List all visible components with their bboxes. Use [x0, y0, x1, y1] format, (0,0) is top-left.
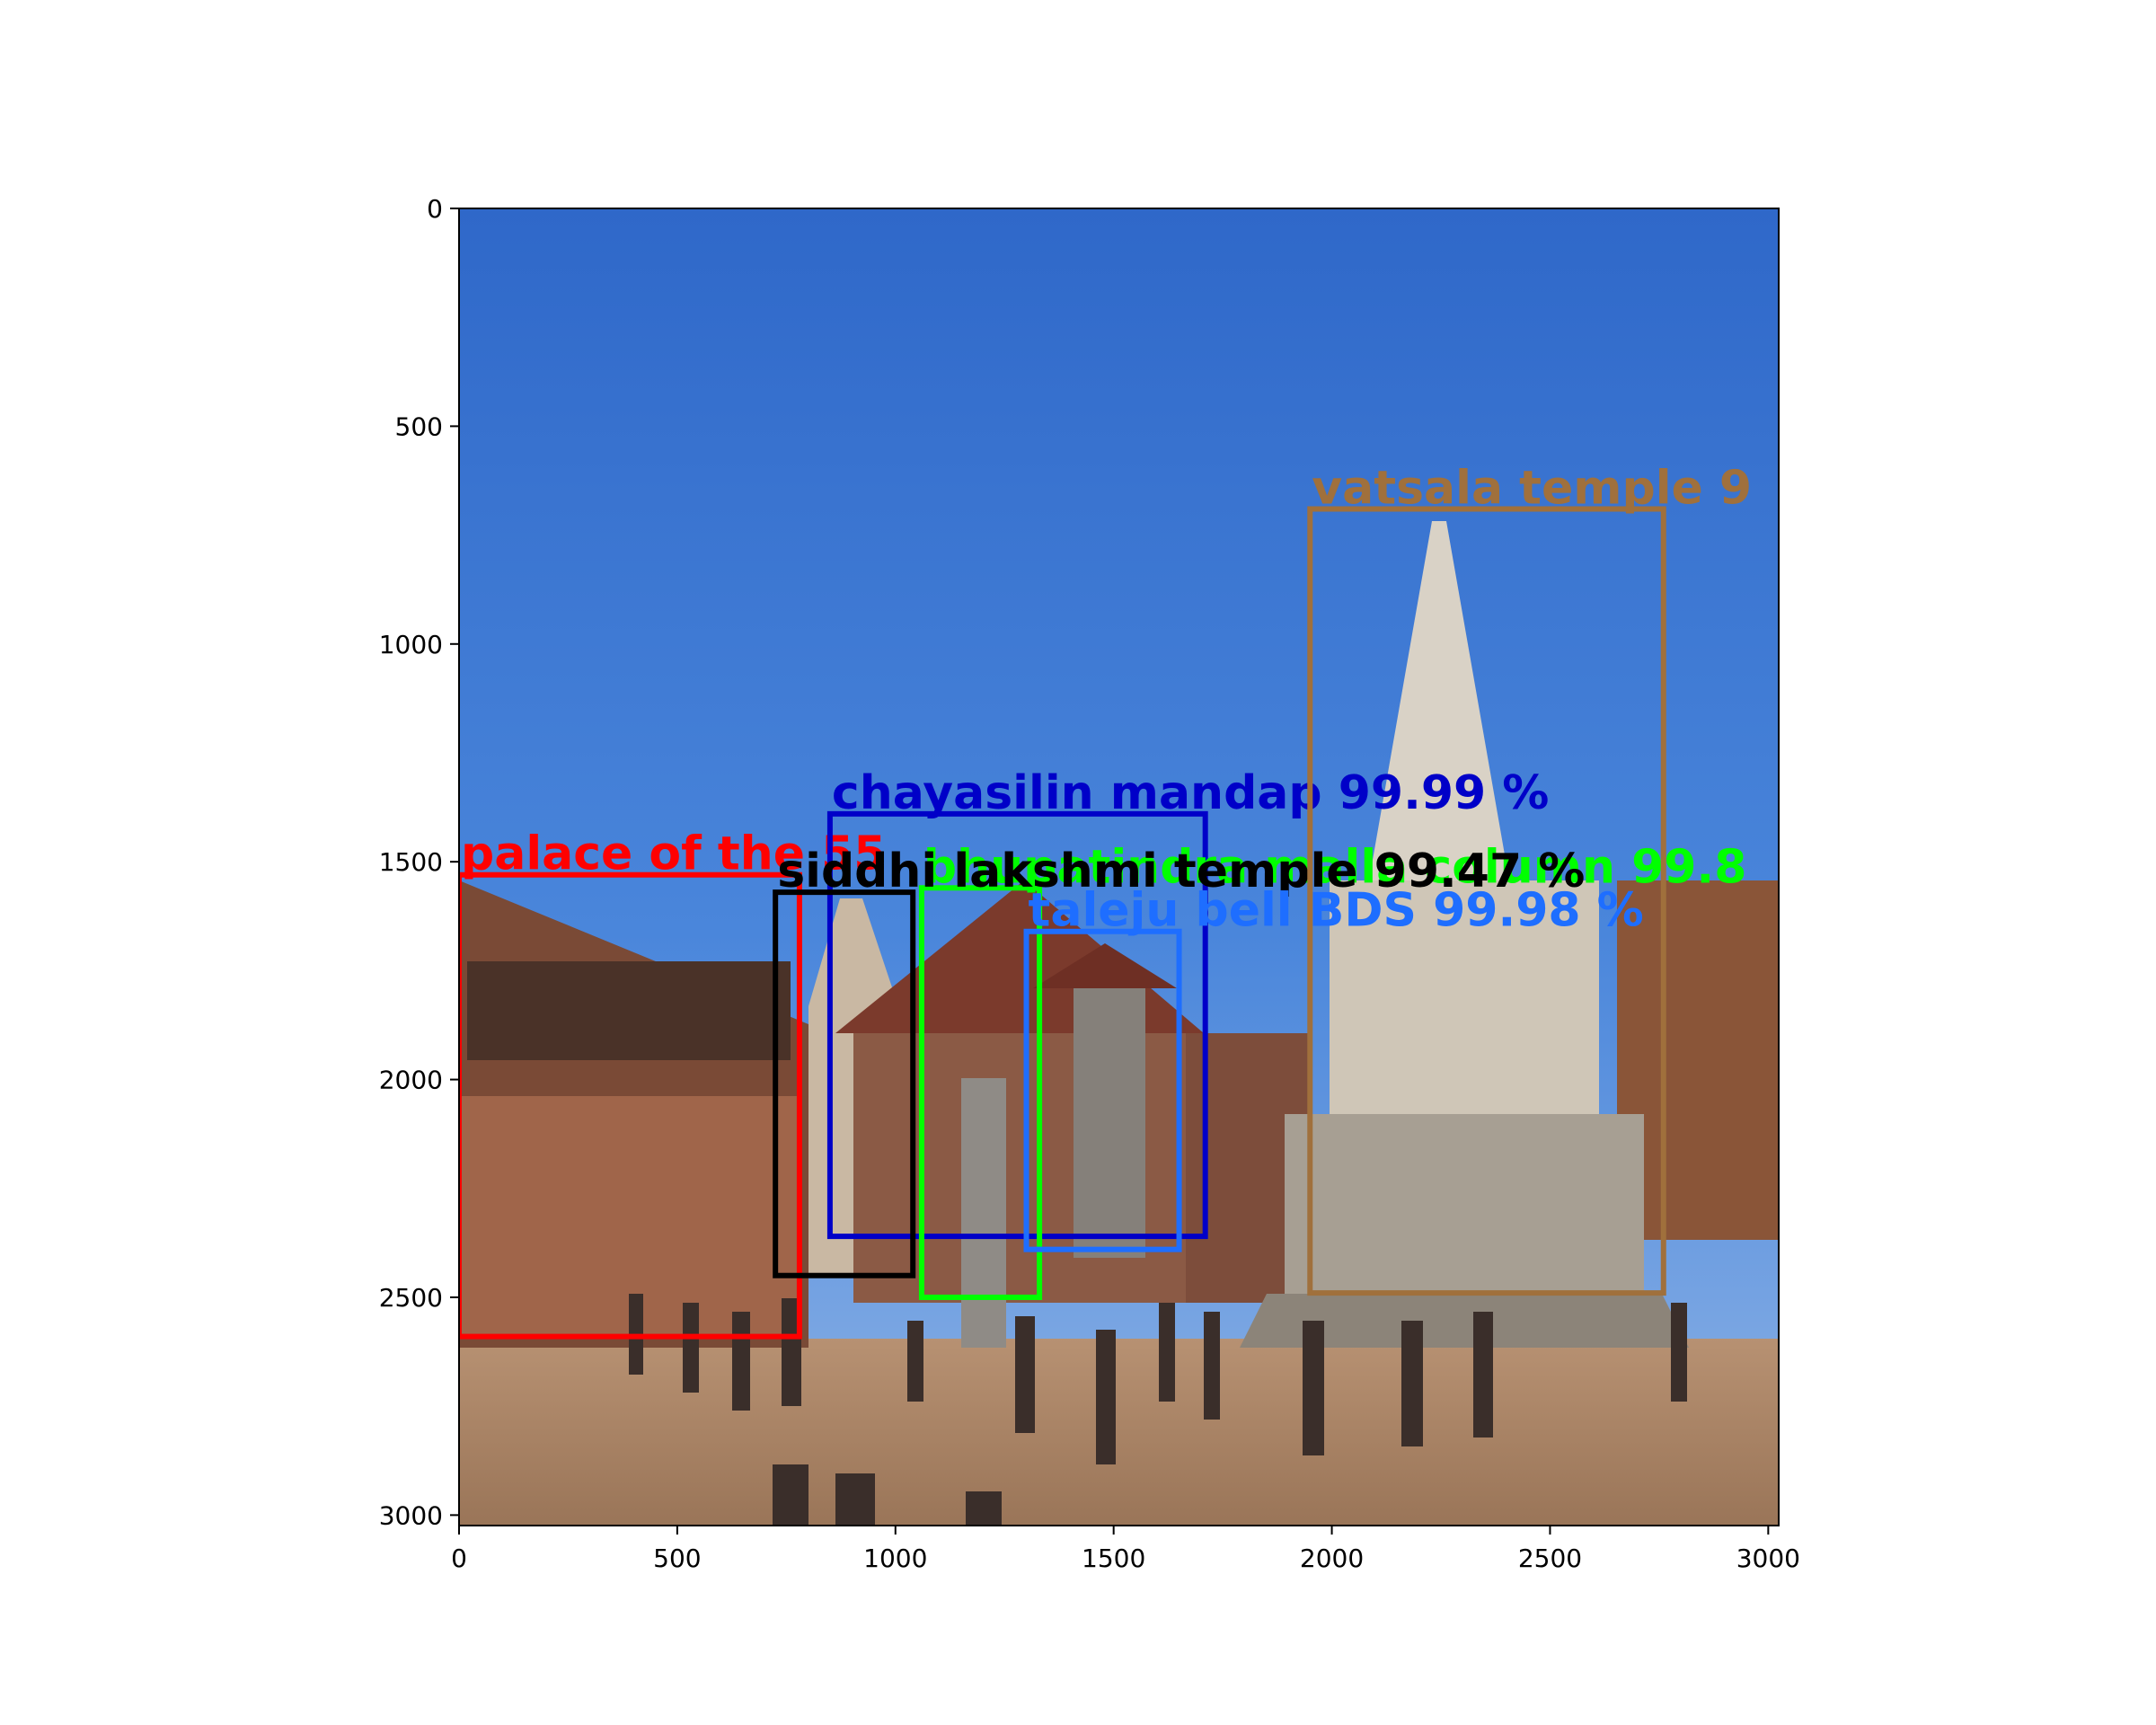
detection-overlays: palace of the 55 chayasilin mandap 99.99 … — [459, 462, 1752, 1340]
detection-label: taleju bell BDS 99.98 % — [1029, 884, 1644, 938]
y-axis: 0 500 1000 1500 2000 2500 3000 — [379, 194, 459, 1530]
vatsala-steps — [1240, 1294, 1689, 1348]
x-tick-label: 1500 — [1082, 1544, 1145, 1573]
detection-label: siddhi lakshmi temple 99.47 % — [777, 845, 1585, 898]
y-tick-label: 1500 — [379, 847, 443, 877]
x-tick-label: 1000 — [863, 1544, 927, 1573]
y-tick-label: 3000 — [379, 1500, 443, 1530]
palace-windows — [467, 961, 791, 1060]
detection-box — [918, 885, 1043, 1300]
detection-box — [826, 810, 1208, 1240]
y-tick-label: 0 — [427, 194, 443, 224]
vatsala-spire — [1369, 521, 1509, 880]
detection-label: palace of the 55 — [461, 827, 886, 881]
courtyard-ground — [459, 1339, 1779, 1526]
x-tick-label: 3000 — [1736, 1544, 1800, 1573]
taleju-bell-pillars — [1074, 988, 1145, 1258]
detection-label: chayasilin mandap 99.99 % — [832, 766, 1549, 820]
y-tick-label: 2000 — [379, 1066, 443, 1095]
detection-box — [1023, 928, 1182, 1252]
y-tick-label: 500 — [395, 411, 443, 441]
detection-label: vatsala temple 9 — [1312, 462, 1752, 516]
x-axis: 0 500 1000 1500 2000 2500 3000 — [451, 1526, 1800, 1573]
vatsala-base — [1285, 1114, 1644, 1294]
detection-box — [773, 889, 916, 1278]
column — [961, 1078, 1006, 1348]
detection-box — [459, 871, 802, 1340]
photo — [459, 208, 1779, 1526]
y-tick-label: 1000 — [379, 630, 443, 659]
x-tick-label: 500 — [653, 1544, 701, 1573]
detection-label: bhupatindra malla column 99.8 — [923, 840, 1746, 894]
axes-frame — [458, 208, 1780, 1526]
taleju-bell-roof — [1033, 943, 1177, 988]
x-tick-label: 2500 — [1518, 1544, 1582, 1573]
vatsala-body — [1330, 880, 1599, 1114]
x-tick-label: 2000 — [1300, 1544, 1364, 1573]
detection-box — [1307, 506, 1666, 1296]
y-tick-label: 2500 — [379, 1283, 443, 1313]
x-tick-label: 0 — [451, 1544, 467, 1573]
